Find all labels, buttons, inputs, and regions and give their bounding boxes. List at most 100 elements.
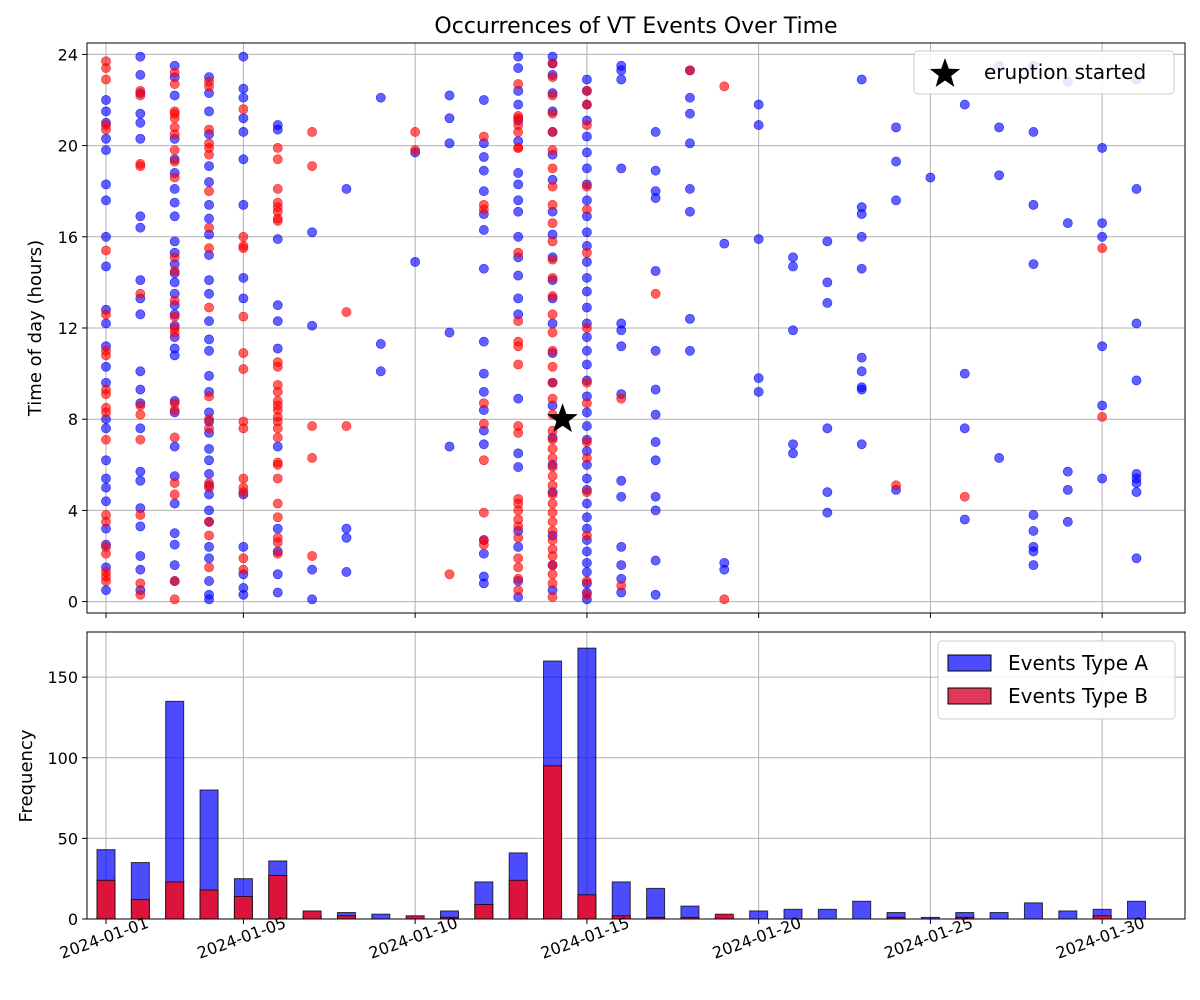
scatter-point-type-a [238, 92, 249, 103]
scatter-point-type-a [169, 277, 180, 288]
scatter-point-type-b [582, 323, 592, 333]
scatter-point-type-b [513, 359, 524, 370]
scatter-point-type-a [204, 199, 214, 210]
scatter-point-type-b [547, 453, 558, 463]
scatter-point-type-a [994, 122, 1004, 133]
bar-y-axis: 0 50 100 150 [47, 668, 87, 929]
scatter-point-type-a [582, 567, 592, 577]
scatter-point-type-b [547, 480, 558, 491]
bar-type-b [268, 874, 288, 920]
scatter-point-type-a [238, 113, 249, 124]
scatter-point-type-b [582, 398, 592, 409]
scatter-point-type-b [513, 573, 524, 584]
scatter-point-type-b [238, 364, 249, 374]
scatter-point-type-b [616, 393, 627, 404]
scatter-point-type-b [547, 345, 558, 356]
scatter-point-type-a [513, 393, 524, 404]
scatter-point-type-a [891, 122, 901, 133]
scatter-point-type-a [582, 256, 592, 267]
scatter-y-tick-label: 24 [58, 45, 78, 64]
bar-type-a [749, 910, 769, 920]
scatter-point-type-a [238, 541, 249, 552]
scatter-point-type-b [272, 532, 283, 543]
scatter-point-type-a [822, 507, 833, 518]
scatter-point-type-a [272, 523, 283, 534]
scatter-y-axis: 0 4 8 12 16 20 24 [58, 45, 87, 612]
scatter-point-type-b [272, 548, 283, 559]
scatter-y-tick-label: 0 [68, 593, 78, 612]
scatter-point-type-a [478, 263, 489, 274]
scatter-point-type-a [135, 521, 146, 532]
scatter-point-type-b [272, 184, 283, 194]
scatter-point-type-a [169, 528, 180, 539]
scatter-point-type-a [788, 448, 798, 459]
scatter-point-type-b [547, 72, 558, 83]
scatter-point-type-a [101, 145, 111, 156]
scatter-point-type-b [547, 254, 558, 265]
scatter-point-type-b [135, 510, 146, 520]
scatter-point-type-a [822, 236, 833, 247]
scatter-point-type-b [272, 498, 283, 509]
scatter-point-type-a [1097, 142, 1108, 153]
scatter-point-type-b [272, 400, 283, 411]
scatter-point-type-b [101, 384, 111, 395]
scatter-point-type-b [101, 56, 111, 67]
scatter-point-type-b [547, 90, 558, 101]
eruption-marker-layer [547, 403, 578, 433]
scatter-point-type-a [169, 90, 180, 101]
scatter-point-type-a [101, 261, 111, 272]
scatter-point-type-a [582, 345, 592, 356]
scatter-point-type-a [169, 184, 180, 194]
scatter-point-type-b [719, 81, 730, 92]
scatter-axes-frame [86, 42, 1186, 614]
scatter-point-type-a [204, 469, 214, 479]
legend-label-type-b: Events Type B [1008, 684, 1148, 708]
scatter-point-type-a [478, 439, 489, 450]
star-icon [929, 58, 961, 87]
scatter-point-type-a [925, 172, 936, 183]
bar-type-a [817, 908, 837, 920]
scatter-point-type-b [169, 122, 180, 133]
scatter-point-type-a [272, 343, 283, 354]
scatter-point-type-b [101, 434, 111, 445]
bar-type-a [577, 647, 597, 920]
scatter-point-type-b [547, 108, 558, 119]
scatter-point-type-b [547, 377, 558, 388]
scatter-point-type-b [582, 120, 592, 130]
scatter-point-type-a [204, 345, 214, 356]
scatter-point-type-b [204, 302, 214, 313]
scatter-point-type-b [478, 131, 489, 142]
scatter-point-type-a [513, 168, 524, 178]
scatter-point-type-a [375, 92, 386, 103]
scatter-point-type-a [478, 95, 489, 105]
scatter-point-type-a [101, 361, 111, 372]
bar-type-a [611, 881, 631, 920]
scatter-point-type-b [513, 421, 524, 431]
scatter-point-type-a [547, 318, 558, 329]
scatter-point-type-a [513, 179, 524, 190]
scatter-point-type-b [650, 288, 661, 299]
scatter-point-type-b [547, 544, 558, 555]
scatter-point-type-b [101, 402, 111, 413]
scatter-point-type-b [547, 393, 558, 404]
scatter-point-type-b [272, 473, 283, 484]
scatter-point-type-a [788, 252, 798, 263]
scatter-point-type-a [616, 560, 627, 571]
scatter-point-type-a [478, 152, 489, 162]
scatter-point-type-b [204, 186, 214, 197]
bar-type-b [714, 913, 734, 920]
scatter-point-type-b [272, 416, 283, 427]
scatter-point-type-a [238, 583, 249, 593]
scatter-point-type-b [513, 79, 524, 89]
scatter-point-type-a [650, 345, 661, 356]
bar-axes-frame [86, 631, 1186, 920]
scatter-point-type-a [959, 368, 970, 379]
scatter-point-type-a [135, 475, 146, 486]
scatter-point-type-a [753, 120, 764, 130]
scatter-point-type-b [169, 295, 180, 306]
scatter-point-type-a [616, 491, 627, 502]
scatter-point-type-a [616, 475, 627, 486]
scatter-point-type-a [272, 587, 283, 598]
scatter-point-type-a [238, 272, 249, 283]
scatter-point-type-a [478, 186, 489, 197]
